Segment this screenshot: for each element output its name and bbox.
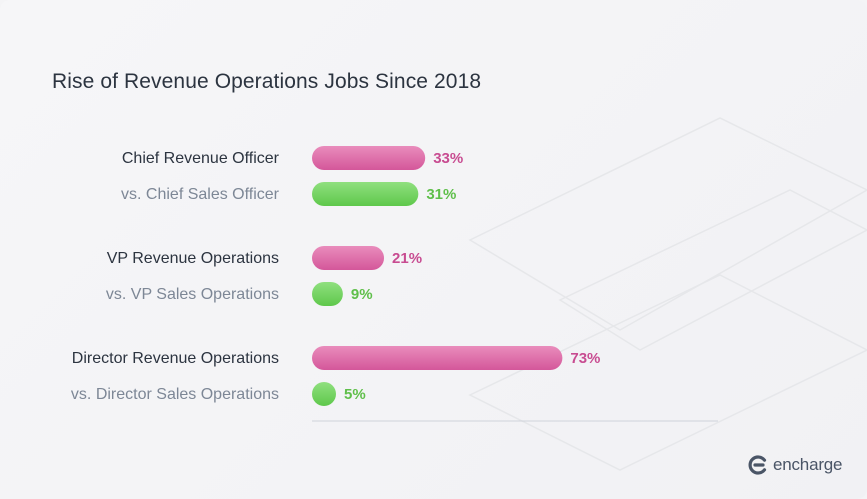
value-label-revenue-1: 33%: [433, 150, 463, 167]
brand-name: encharge: [773, 455, 843, 474]
category-label-sales-1: vs. Chief Sales Officer: [121, 186, 280, 203]
bar-revenue-2: [312, 246, 385, 270]
category-label-sales-3: vs. Director Sales Operations: [71, 386, 279, 403]
encharge-logo-icon: [748, 455, 767, 475]
bar-revenue-3: [312, 346, 563, 370]
bar-sales-2: [312, 282, 343, 306]
value-label-revenue-2: 21%: [392, 250, 422, 267]
category-label-sales-2: vs. VP Sales Operations: [106, 286, 279, 303]
value-label-sales-3: 5%: [344, 386, 366, 403]
bar-revenue-1: [312, 146, 426, 170]
chart-title: Rise of Revenue Operations Jobs Since 20…: [52, 70, 482, 93]
bar-sales-1: [312, 182, 419, 206]
value-label-sales-2: 9%: [351, 286, 373, 303]
value-label-sales-1: 31%: [426, 186, 456, 203]
brand-logo: encharge: [747, 454, 842, 476]
category-label-revenue-1: Chief Revenue Officer: [122, 150, 280, 167]
bar-sales-3: [312, 382, 336, 406]
category-label-revenue-3: Director Revenue Operations: [72, 350, 279, 367]
value-label-revenue-3: 73%: [570, 350, 600, 367]
category-label-revenue-2: VP Revenue Operations: [107, 250, 279, 267]
